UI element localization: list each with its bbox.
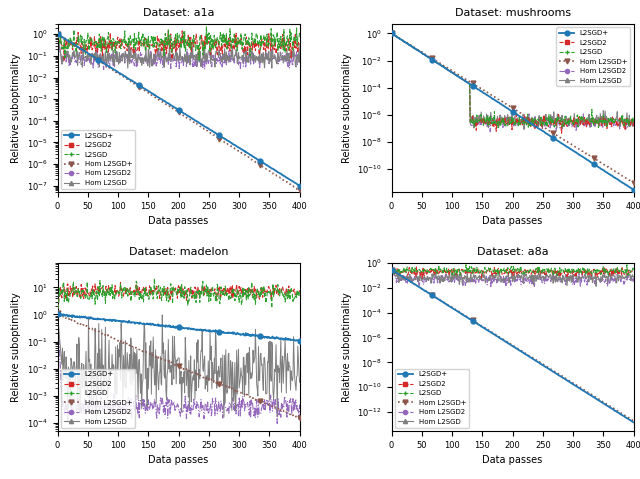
X-axis label: Data passes: Data passes — [148, 456, 209, 466]
Legend: L2SGD+, L2SGD2, L2SGD, Hom L2SGD+, Hom L2SGD2, Hom L2SGD: L2SGD+, L2SGD2, L2SGD, Hom L2SGD+, Hom L… — [556, 27, 630, 86]
X-axis label: Data passes: Data passes — [148, 217, 209, 227]
X-axis label: Data passes: Data passes — [483, 217, 543, 227]
Legend: L2SGD+, L2SGD2, L2SGD, Hom L2SGD+, Hom L2SGD2, Hom L2SGD: L2SGD+, L2SGD2, L2SGD, Hom L2SGD+, Hom L… — [395, 369, 469, 428]
Legend: L2SGD+, L2SGD2, L2SGD, Hom L2SGD+, Hom L2SGD2, Hom L2SGD: L2SGD+, L2SGD2, L2SGD, Hom L2SGD+, Hom L… — [61, 369, 135, 428]
Title: Dataset: mushrooms: Dataset: mushrooms — [454, 8, 571, 18]
Y-axis label: Relative suboptimality: Relative suboptimality — [12, 53, 21, 163]
Legend: L2SGD+, L2SGD2, L2SGD, Hom L2SGD+, Hom L2SGD2, Hom L2SGD: L2SGD+, L2SGD2, L2SGD, Hom L2SGD+, Hom L… — [61, 130, 135, 189]
Title: Dataset: madelon: Dataset: madelon — [129, 247, 228, 257]
Y-axis label: Relative suboptimality: Relative suboptimality — [342, 292, 351, 402]
Title: Dataset: a8a: Dataset: a8a — [477, 247, 548, 257]
Y-axis label: Relative suboptimality: Relative suboptimality — [342, 53, 351, 163]
Y-axis label: Relative suboptimality: Relative suboptimality — [12, 292, 21, 402]
X-axis label: Data passes: Data passes — [483, 456, 543, 466]
Title: Dataset: a1a: Dataset: a1a — [143, 8, 214, 18]
